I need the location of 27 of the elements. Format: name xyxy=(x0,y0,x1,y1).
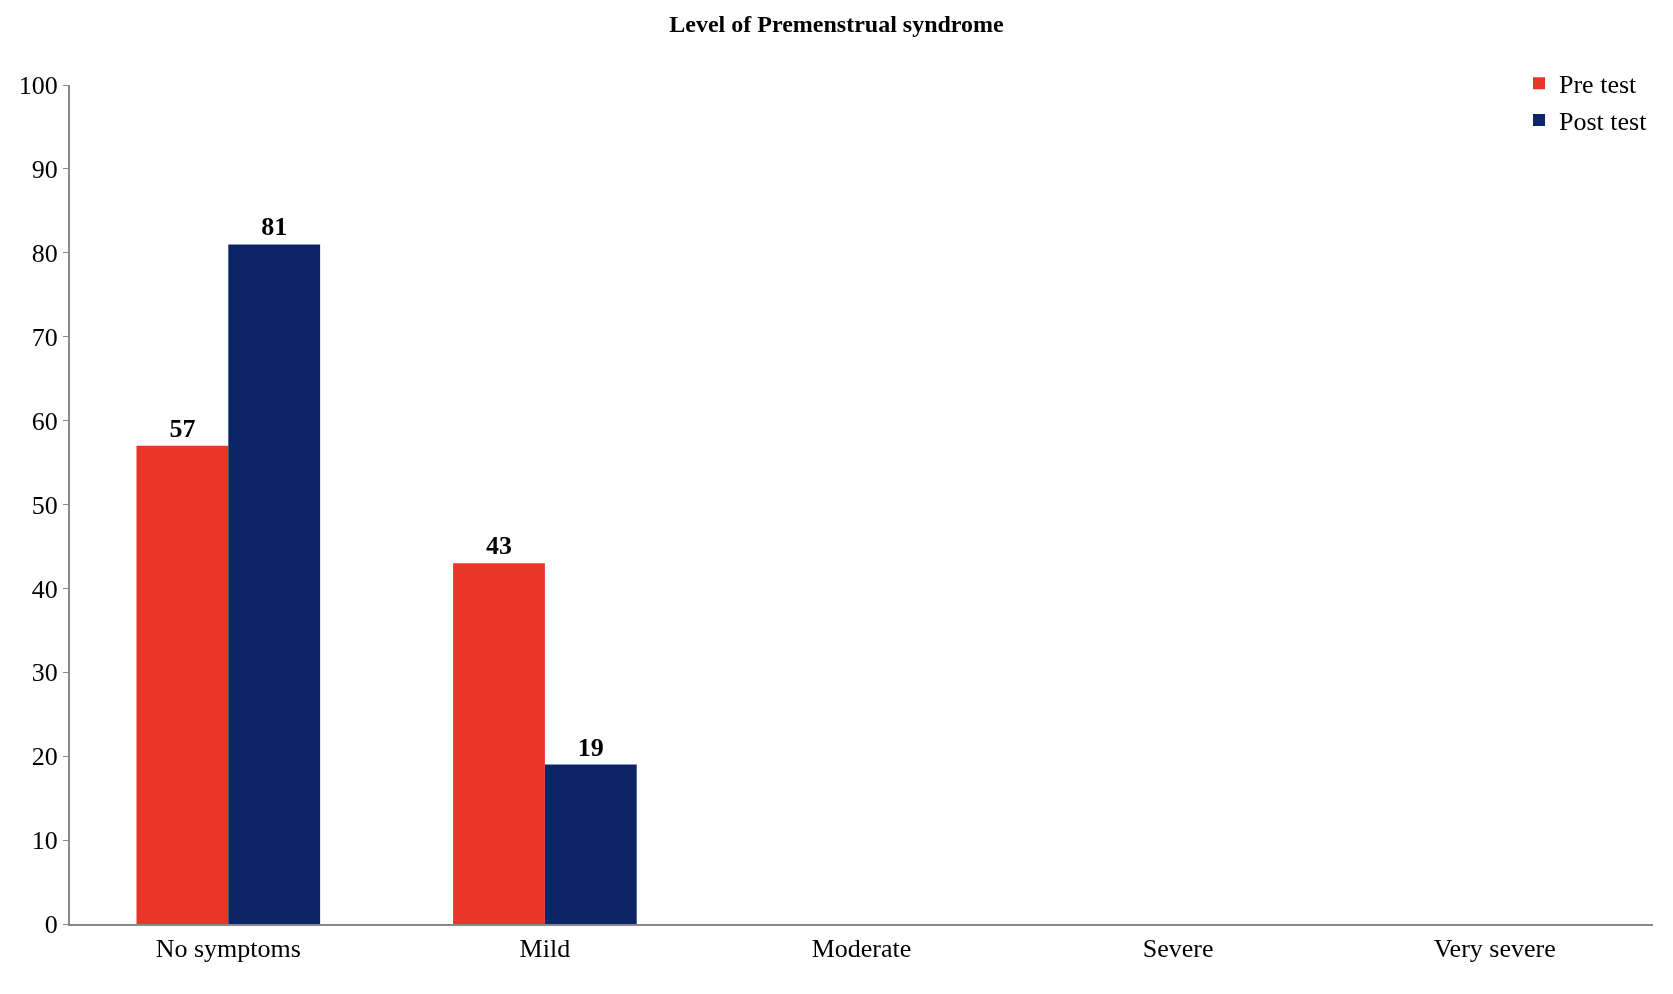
x-tick-label: Very severe xyxy=(1433,934,1556,964)
x-tick-label: Mild xyxy=(519,934,571,964)
bar xyxy=(228,244,321,924)
data-label: 43 xyxy=(485,531,512,561)
y-tick-label: 40 xyxy=(31,574,58,604)
x-tick-label: Severe xyxy=(1142,934,1214,964)
bar xyxy=(136,445,229,924)
data-label: 57 xyxy=(169,413,196,443)
y-tick-label: 10 xyxy=(31,826,58,856)
data-label: 81 xyxy=(261,212,288,242)
x-tick-label: Moderate xyxy=(811,934,912,964)
bar xyxy=(544,764,637,924)
y-tick-label: 80 xyxy=(31,238,58,268)
legend-label: Post test xyxy=(1559,107,1648,137)
y-tick-label: 100 xyxy=(18,71,58,101)
y-tick-label: 70 xyxy=(31,322,58,352)
legend-label: Pre test xyxy=(1559,70,1638,100)
bar xyxy=(453,563,545,924)
y-tick-label: 50 xyxy=(31,490,58,520)
y-tick-label: 60 xyxy=(31,406,58,436)
chart-title: Level of Premenstrual syndrome xyxy=(669,10,1005,37)
y-tick-label: 30 xyxy=(31,658,58,688)
data-label: 19 xyxy=(577,732,604,762)
y-tick-label: 90 xyxy=(31,155,58,184)
y-tick-label: 20 xyxy=(31,742,58,772)
y-tick-label: 0 xyxy=(44,910,58,940)
x-tick-label: No symptoms xyxy=(155,934,301,964)
